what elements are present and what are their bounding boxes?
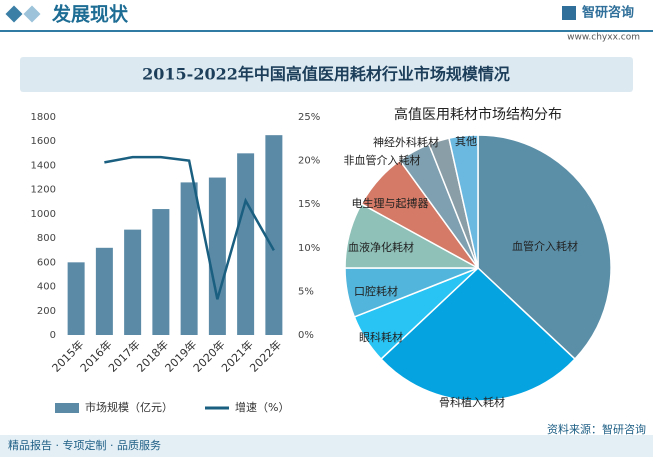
pie-label: 血液净化耗材 <box>348 240 414 254</box>
y-tick-label: 0 <box>50 330 56 341</box>
y-tick-label: 1000 <box>31 209 56 220</box>
pie-title: 高值医用耗材市场结构分布 <box>394 106 562 123</box>
y2-tick-label: 10% <box>298 243 320 254</box>
pie-label: 电生理与起搏器 <box>352 196 429 210</box>
legend-swatch <box>55 403 79 413</box>
source: 资料来源：智研咨询 <box>547 422 646 436</box>
pie-label: 血管介入耗材 <box>512 239 578 253</box>
bar <box>67 262 85 335</box>
footer-bar <box>0 435 653 457</box>
logo <box>562 6 576 20</box>
y2-tick-label: 15% <box>298 199 320 210</box>
pie-label: 其他 <box>455 135 477 148</box>
bar <box>95 247 113 335</box>
y-tick-label: 1200 <box>31 185 56 196</box>
y2-tick-label: 5% <box>298 286 314 297</box>
pie-label: 非血管介入耗材 <box>344 153 421 167</box>
y-tick-label: 1600 <box>31 136 56 147</box>
url: www.chyxx.com <box>567 33 640 43</box>
y2-tick-label: 0% <box>298 330 314 341</box>
bar <box>265 135 283 335</box>
y2-tick-label: 20% <box>298 156 320 167</box>
banner <box>20 57 633 92</box>
pie-slice <box>379 266 577 402</box>
pie-label: 神经外科耗材 <box>373 135 439 149</box>
growth-line <box>104 155 275 300</box>
banner-title: 2015-2022年中国高值医用耗材行业市场规模情况 <box>142 65 510 84</box>
y-tick-label: 1400 <box>31 160 56 171</box>
y-tick-label: 400 <box>37 282 56 293</box>
bar <box>180 182 198 335</box>
y-tick-label: 600 <box>37 257 56 268</box>
y-tick-label: 800 <box>37 233 56 244</box>
pie-label: 口腔耗材 <box>354 284 398 298</box>
pie-slice <box>448 134 479 269</box>
footer-left: 精品报告 · 专项定制 · 品质服务 <box>8 438 161 452</box>
y2-tick-label: 25% <box>298 112 320 123</box>
legend-label: 增速（%） <box>235 400 289 414</box>
bar <box>152 209 170 335</box>
pie-slice <box>477 134 612 361</box>
y-tick-label: 200 <box>37 306 56 317</box>
bar <box>208 177 226 335</box>
header-rule <box>0 30 653 32</box>
brand: 智研咨询 <box>582 5 634 21</box>
y-tick-label: 1800 <box>31 112 56 123</box>
pie-label: 眼科耗材 <box>359 330 403 344</box>
bar <box>124 229 142 335</box>
header-title: 发展现状 <box>51 3 129 26</box>
bar <box>237 153 255 335</box>
pie-label: 骨科植入耗材 <box>439 395 505 409</box>
legend-label: 市场规模（亿元） <box>85 400 173 414</box>
